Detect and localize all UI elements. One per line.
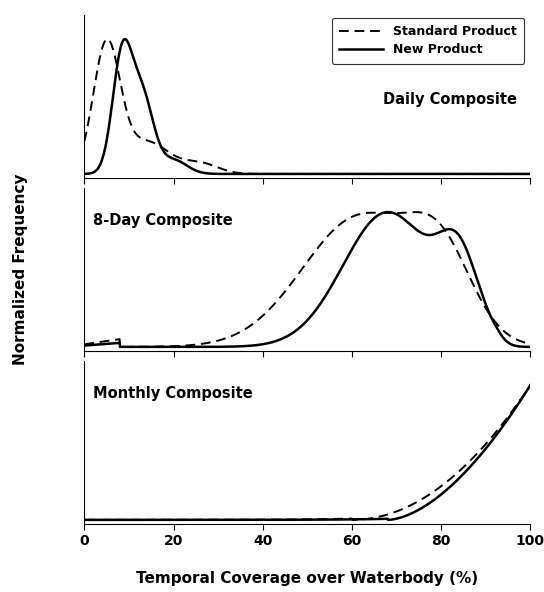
Text: Monthly Composite: Monthly Composite [93, 386, 253, 401]
Text: 8-Day Composite: 8-Day Composite [93, 213, 233, 228]
Legend: Standard Product, New Product: Standard Product, New Product [332, 18, 524, 64]
Text: Normalized Frequency: Normalized Frequency [13, 173, 28, 365]
Text: Daily Composite: Daily Composite [383, 92, 517, 107]
Text: Temporal Coverage over Waterbody (%): Temporal Coverage over Waterbody (%) [137, 571, 478, 587]
